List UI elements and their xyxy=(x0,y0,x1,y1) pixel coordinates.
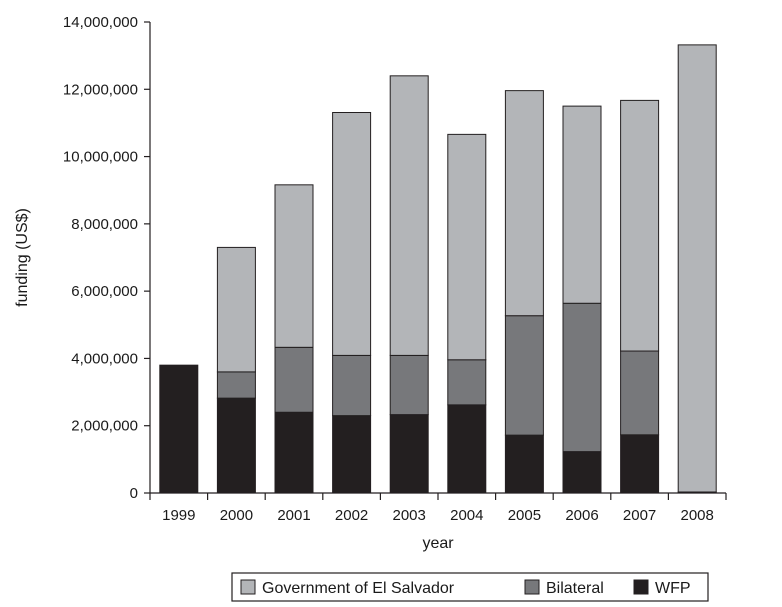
bar-wfp-2002 xyxy=(332,415,372,494)
y-tick-label: 2,000,000 xyxy=(71,418,138,435)
legend-label-bilateral: Bilateral xyxy=(546,580,604,597)
bar-government-of-el-salvador-2004 xyxy=(447,133,487,361)
x-tick-label-2006: 2006 xyxy=(565,507,598,524)
y-tick-label: 14,000,000 xyxy=(63,14,138,31)
bar-bilateral-2000 xyxy=(216,371,256,399)
bar-government-of-el-salvador-2000 xyxy=(216,246,256,373)
bar-government-of-el-salvador-2007 xyxy=(620,99,660,352)
y-tick-label: 0 xyxy=(130,485,138,502)
bar-government-of-el-salvador-2006 xyxy=(562,105,602,304)
y-tick-label: 12,000,000 xyxy=(63,81,138,98)
labels-layer: 0 2,000,000 4,000,000 6,000,000 8,000,000 10,… xyxy=(14,14,714,552)
x-tick-label-2004: 2004 xyxy=(450,507,483,524)
bar-bilateral-2006 xyxy=(562,302,602,453)
x-tick-label-2005: 2005 xyxy=(508,507,541,524)
x-tick-label-2008: 2008 xyxy=(681,507,714,524)
bar-wfp-2006 xyxy=(562,451,602,494)
legend-swatch-bilateral xyxy=(524,579,540,595)
bar-bilateral-2002 xyxy=(332,354,372,417)
bar-wfp-2001 xyxy=(274,411,314,494)
x-tick-label-2001: 2001 xyxy=(277,507,310,524)
x-tick-label-1999: 1999 xyxy=(162,507,195,524)
bar-bilateral-2003 xyxy=(389,354,429,416)
bars-layer xyxy=(159,44,717,494)
bar-wfp-2007 xyxy=(620,434,660,494)
bar-government-of-el-salvador-2003 xyxy=(389,75,429,356)
bar-government-of-el-salvador-2005 xyxy=(504,90,544,317)
bar-government-of-el-salvador-2008 xyxy=(677,44,717,493)
bar-wfp-1999 xyxy=(159,364,199,494)
x-axis-title: year xyxy=(422,535,454,552)
x-tick-label-2002: 2002 xyxy=(335,507,368,524)
legend: Government of El Salvador Bilateral WFP xyxy=(231,572,709,602)
bar-wfp-2004 xyxy=(447,404,487,494)
x-tick-label-2000: 2000 xyxy=(220,507,253,524)
y-axis-title: funding (US$) xyxy=(14,208,31,307)
bar-bilateral-2004 xyxy=(447,359,487,406)
y-tick-label: 6,000,000 xyxy=(71,283,138,300)
bar-bilateral-2001 xyxy=(274,346,314,413)
legend-box xyxy=(231,572,709,602)
bar-government-of-el-salvador-2001 xyxy=(274,184,314,348)
legend-swatch-government-of-el-salvador xyxy=(240,579,256,595)
bar-wfp-2003 xyxy=(389,414,429,494)
legend-label-wfp: WFP xyxy=(655,580,691,597)
x-tick-label-2003: 2003 xyxy=(393,507,426,524)
y-tick-label: 8,000,000 xyxy=(71,216,138,233)
bar-wfp-2005 xyxy=(504,434,544,494)
y-tick-label: 4,000,000 xyxy=(71,350,138,367)
x-tick-label-2007: 2007 xyxy=(623,507,656,524)
bar-government-of-el-salvador-2002 xyxy=(332,112,372,356)
bar-bilateral-2007 xyxy=(620,350,660,436)
y-tick-label: 10,000,000 xyxy=(63,149,138,166)
bar-wfp-2000 xyxy=(216,397,256,494)
legend-label-government-of-el-salvador: Government of El Salvador xyxy=(262,580,455,597)
bar-bilateral-2005 xyxy=(504,315,544,436)
axes-layer xyxy=(144,21,727,500)
legend-swatch-wfp xyxy=(633,579,649,595)
